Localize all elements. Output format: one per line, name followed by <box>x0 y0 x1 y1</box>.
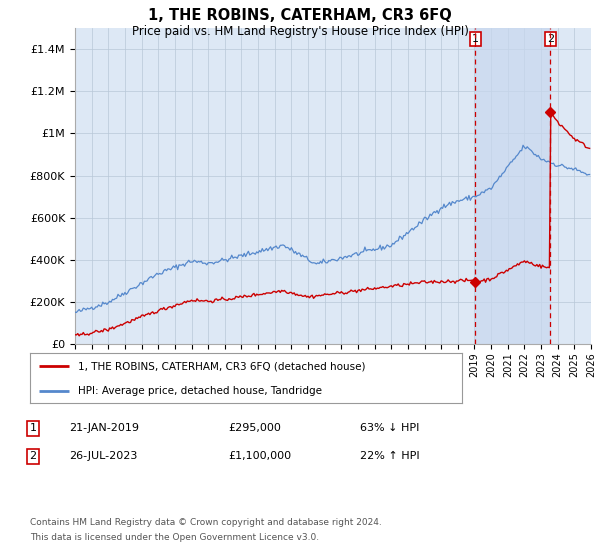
Text: 22% ↑ HPI: 22% ↑ HPI <box>360 451 419 461</box>
Text: HPI: Average price, detached house, Tandridge: HPI: Average price, detached house, Tand… <box>77 386 322 395</box>
Text: £1,100,000: £1,100,000 <box>228 451 291 461</box>
Text: 21-JAN-2019: 21-JAN-2019 <box>69 423 139 433</box>
Text: Contains HM Land Registry data © Crown copyright and database right 2024.: Contains HM Land Registry data © Crown c… <box>30 518 382 527</box>
Text: 1: 1 <box>29 423 37 433</box>
Text: 2: 2 <box>547 34 554 44</box>
Bar <box>475 28 550 344</box>
Text: 1: 1 <box>472 34 479 44</box>
Text: 2: 2 <box>29 451 37 461</box>
Text: This data is licensed under the Open Government Licence v3.0.: This data is licensed under the Open Gov… <box>30 533 319 542</box>
Text: Price paid vs. HM Land Registry's House Price Index (HPI): Price paid vs. HM Land Registry's House … <box>131 25 469 38</box>
Text: 26-JUL-2023: 26-JUL-2023 <box>69 451 137 461</box>
Text: 63% ↓ HPI: 63% ↓ HPI <box>360 423 419 433</box>
Text: 1, THE ROBINS, CATERHAM, CR3 6FQ: 1, THE ROBINS, CATERHAM, CR3 6FQ <box>148 8 452 24</box>
Text: 1, THE ROBINS, CATERHAM, CR3 6FQ (detached house): 1, THE ROBINS, CATERHAM, CR3 6FQ (detach… <box>77 361 365 371</box>
Text: £295,000: £295,000 <box>228 423 281 433</box>
